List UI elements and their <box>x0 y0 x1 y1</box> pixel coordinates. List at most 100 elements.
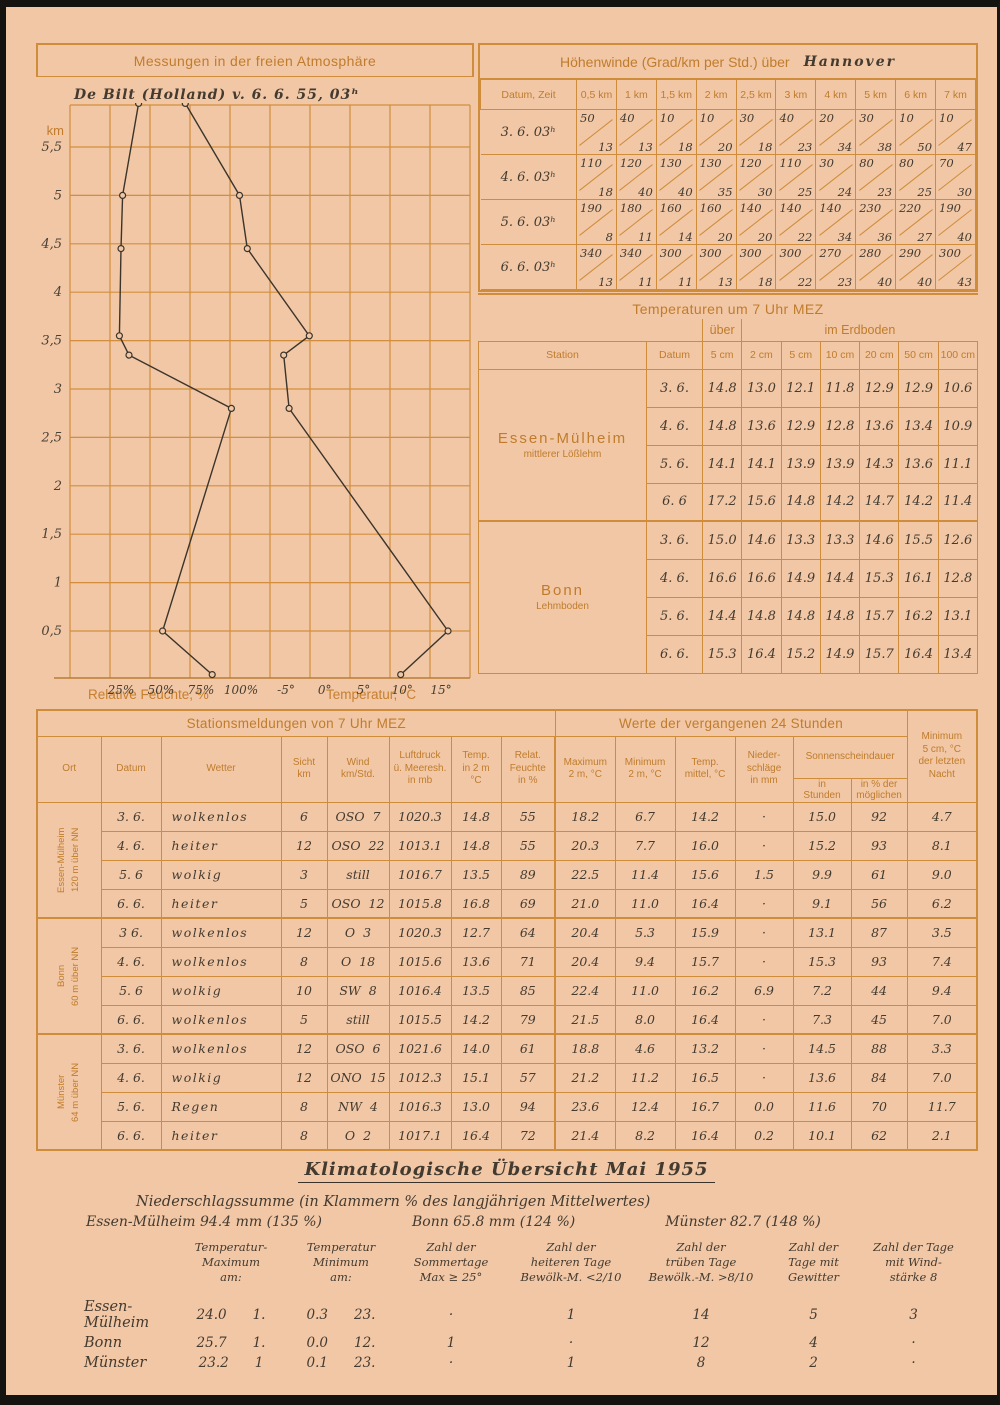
sommertage-cell: · <box>448 1306 454 1323</box>
column-header: Temp. in 2 m °C <box>450 735 502 803</box>
windstaerke8-cell: 3 <box>909 1306 918 1323</box>
observation-row: 4. 6. wolkig 12 ONO 15 1012.3 15.1 57 21.2 11.2 1… <box>37 1062 978 1093</box>
observation-row: 4. 6. wolkenlos 8 O 18 1015.6 13.6 71 20.4 9.4 15… <box>37 946 978 977</box>
gewitter-cell: 5 <box>809 1306 818 1323</box>
data-point-marker <box>280 351 288 359</box>
station-label-cell: Bonn 60 m über NN <box>36 917 102 1035</box>
wind-direction-value: 140 <box>779 201 802 215</box>
luftdruck-cell: 1015.6 <box>388 946 452 977</box>
station-cell: Bonn Lehmboden <box>478 520 647 674</box>
feuchte-cell: 55 <box>500 801 557 832</box>
data-point-marker <box>117 245 125 253</box>
wind-cell: 50 13 <box>576 109 617 155</box>
temperaturen-row: 6. 6. 15.3 16.4 15.2 14.9 15.7 16.4 13.4 <box>479 634 979 674</box>
wind-direction-value: 300 <box>659 246 682 260</box>
humidity-axis-caption: Relative Feuchte, % <box>88 687 209 702</box>
sicht-cell: 12 <box>280 1033 328 1064</box>
wind-direction-value: 140 <box>819 201 842 215</box>
temperaturen-row: 5. 6. 14.4 14.8 14.8 14.8 15.7 16.2 13.1 <box>479 596 979 636</box>
wind-direction-value: 10 <box>899 111 914 125</box>
observation-row: 6. 6. wolkenlos 5 still 1015.5 14.2 79 21.5 8.0 1… <box>37 1004 978 1035</box>
luftdruck-cell: 1015.8 <box>388 888 452 919</box>
soil-temperature-cell: 14.9 <box>819 634 861 674</box>
temp-mittel-cell: 16.4 <box>674 1004 736 1035</box>
wind-speed-value: 36 <box>877 230 893 244</box>
luftdruck-cell: 1016.3 <box>388 1091 452 1122</box>
y-axis-tick-label: 2,5 <box>40 430 62 445</box>
temp-mittel-cell: 14.2 <box>674 801 736 832</box>
y-axis-unit-label: km <box>47 123 64 138</box>
soil-temperature-cell: 16.1 <box>898 558 939 598</box>
hoehenwinde-row: 4. 6. 03ʰ 110 18 120 40 130 40 130 35 120 30 110 25 3… <box>480 154 976 200</box>
tmax-date: 1. <box>252 1334 266 1351</box>
temp-cell: 13.0 <box>450 1091 502 1122</box>
soil-temperature-cell: 14.7 <box>859 482 900 522</box>
wind-direction-value: 40 <box>779 111 795 125</box>
wind-speed-value: 43 <box>957 275 972 289</box>
feuchte-cell: 85 <box>500 975 557 1006</box>
tmax-pair: 23.2 1 <box>176 1355 286 1371</box>
depth-header: 10 cm <box>819 340 861 370</box>
hoehenwinde-title: Höhenwinde (Grad/km per Std.) über Hanno… <box>480 45 976 79</box>
wind-speed-value: 50 <box>917 140 933 154</box>
sonnenschein-prozent-cell: 56 <box>850 888 908 919</box>
tmin-date: 12. <box>354 1334 376 1351</box>
altitude-header: 1,5 km <box>655 79 697 110</box>
temp-mittel-cell: 16.0 <box>674 830 736 861</box>
soil-temperature-cell: 14.1 <box>701 444 743 484</box>
soil-temperature-cell: 16.6 <box>741 558 782 598</box>
soil-temperature-cell: 14.8 <box>780 482 821 522</box>
soil-temperature-cell: 14.8 <box>741 596 782 636</box>
observation-row: 6. 6. heiter 8 O 2 1017.1 16.4 72 21.4 8.2 16.4 0.… <box>37 1120 978 1151</box>
niederschlag-cell: · <box>734 946 794 977</box>
max-temp-cell: 20.4 <box>554 946 616 977</box>
datum-cell: 5. 6 <box>100 975 162 1006</box>
soil-temperature-cell: 16.4 <box>898 634 939 674</box>
wind-cell: 130 40 <box>655 154 697 200</box>
temp-cell: 14.8 <box>450 801 502 832</box>
wind-speed-value: 30 <box>757 185 773 199</box>
feuchte-cell: 72 <box>500 1120 557 1151</box>
wind-cell: 70 30 <box>935 154 976 200</box>
observations-tbody: Essen-Mülheim 120 m über NN 3. 6. wolkenlo… <box>36 801 978 1151</box>
wetter-cell: wolkenlos <box>160 1004 282 1035</box>
humidity-tick-label: 50% <box>148 683 175 697</box>
temp-mittel-cell: 16.5 <box>674 1062 736 1093</box>
tmin-value: 0.1 <box>306 1354 328 1371</box>
atmosphere-chart-svg: 5,5 5 4,5 4 3,5 3 2,5 2 1,5 1 0,5 km Relative Feucht… <box>40 103 471 702</box>
temperaturen-title: Temperaturen um 7 Uhr MEZ <box>632 301 824 317</box>
data-point-marker <box>158 627 167 635</box>
wind-cell: 30 24 <box>815 154 857 200</box>
datum-cell: 6. 6. 03ʰ <box>480 244 577 290</box>
precip-muenster: Münster 82.7 (148 %) <box>665 1214 821 1230</box>
temp-cell: 13.5 <box>450 859 502 890</box>
wind-speed-value: 47 <box>957 140 972 154</box>
depth-header: 5 cm <box>780 340 821 370</box>
observations-title-row: Stationsmeldungen von 7 Uhr MEZ Werte de… <box>36 709 978 803</box>
min-temp-cell: 11.2 <box>614 1062 676 1093</box>
observations-section: Stationsmeldungen von 7 Uhr MEZ Werte de… <box>36 709 979 1151</box>
data-point-marker <box>115 332 124 340</box>
sicht-cell: 6 <box>280 801 328 832</box>
y-axis-tick-label: 3,5 <box>41 334 62 349</box>
min5cm-cell: 4.7 <box>906 801 978 832</box>
sonnenschein-prozent-cell: 70 <box>850 1091 908 1122</box>
y-axis-tick-label: 5,5 <box>41 140 62 155</box>
data-point-marker <box>125 351 133 359</box>
y-axis-tick-label: 3 <box>54 382 62 397</box>
tmin-pair: 0.0 12. <box>286 1335 396 1351</box>
wind-direction-value: 220 <box>899 201 922 215</box>
soil-temperature-cell: 15.7 <box>859 634 900 674</box>
wind-direction-value: 270 <box>819 246 842 260</box>
max-temp-cell: 20.4 <box>554 917 616 948</box>
min5cm-cell: 3.5 <box>906 917 978 948</box>
datum-zeit-header: Datum, Zeit <box>480 79 577 110</box>
wind-speed-value: 18 <box>678 140 693 154</box>
wind-cell: 140 22 <box>775 199 817 245</box>
station-soil-type: mittlerer Lößlehm <box>523 448 602 460</box>
temp-cell: 13.6 <box>450 946 502 977</box>
atmosphere-chart-title: Messungen in der freien Atmosphäre <box>36 43 474 77</box>
min5cm-cell: 7.4 <box>906 946 978 977</box>
klima-column-header: Zahl der trüben Tage Bewölk.-M. >8/10 <box>648 1240 754 1284</box>
sonnenschein-stunden-cell: 10.1 <box>792 1120 852 1151</box>
